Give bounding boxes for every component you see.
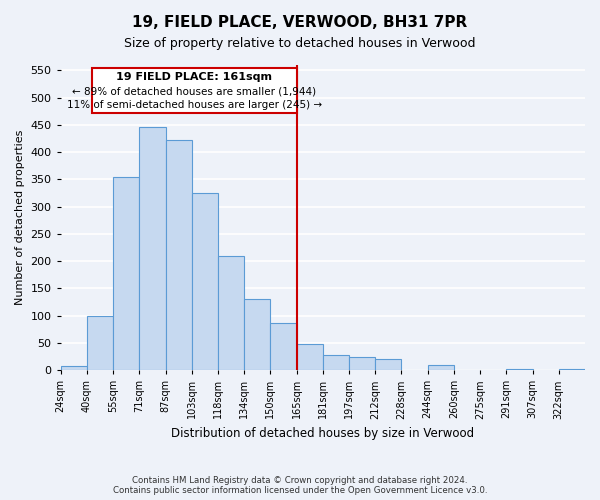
Text: 11% of semi-detached houses are larger (245) →: 11% of semi-detached houses are larger (… <box>67 100 322 110</box>
Bar <box>506 369 533 370</box>
Text: Size of property relative to detached houses in Verwood: Size of property relative to detached ho… <box>124 38 476 51</box>
Bar <box>296 344 323 370</box>
Bar <box>61 366 87 370</box>
Bar <box>375 359 401 370</box>
Y-axis label: Number of detached properties: Number of detached properties <box>15 130 25 306</box>
Text: 19 FIELD PLACE: 161sqm: 19 FIELD PLACE: 161sqm <box>116 72 272 82</box>
FancyBboxPatch shape <box>92 68 296 113</box>
Bar <box>139 126 166 370</box>
Bar <box>559 369 585 370</box>
Bar <box>428 365 454 370</box>
Bar <box>244 300 271 370</box>
Bar <box>271 322 296 370</box>
X-axis label: Distribution of detached houses by size in Verwood: Distribution of detached houses by size … <box>171 427 475 440</box>
Bar <box>166 140 192 370</box>
Bar <box>87 316 113 370</box>
Bar <box>192 193 218 370</box>
Text: ← 89% of detached houses are smaller (1,944): ← 89% of detached houses are smaller (1,… <box>73 86 316 97</box>
Bar <box>218 256 244 370</box>
Bar <box>113 176 139 370</box>
Bar <box>323 355 349 370</box>
Text: 19, FIELD PLACE, VERWOOD, BH31 7PR: 19, FIELD PLACE, VERWOOD, BH31 7PR <box>133 15 467 30</box>
Text: Contains HM Land Registry data © Crown copyright and database right 2024.
Contai: Contains HM Land Registry data © Crown c… <box>113 476 487 495</box>
Bar <box>349 356 375 370</box>
